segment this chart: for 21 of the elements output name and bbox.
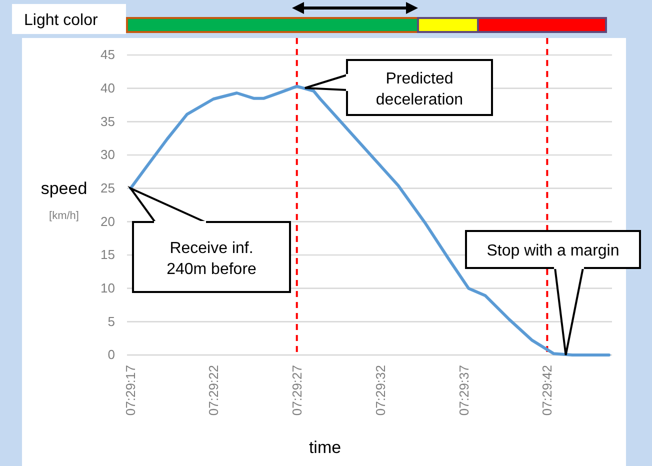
- y-tick-label: 45: [100, 47, 115, 62]
- annotation: Predicted deceleration: [376, 70, 464, 108]
- annotation: Stop with a margin: [486, 242, 620, 260]
- y-tick-label: 0: [108, 347, 115, 362]
- y-tick-label: 35: [100, 114, 115, 129]
- x-tick-label: 07:29:32: [372, 365, 388, 416]
- x-tick-label: 07:29:37: [456, 365, 472, 416]
- y-tick-label: 10: [100, 280, 115, 296]
- x-tick-label: 07:29:22: [206, 365, 221, 416]
- y-tick-label: 20: [100, 214, 115, 229]
- x-tick-label: 07:29:27: [289, 365, 304, 416]
- annotation: Receive inf. 240m before: [166, 240, 257, 278]
- text: Light color: [24, 12, 98, 29]
- x-tick-label: 07:29:17: [123, 365, 138, 416]
- y-tick-label: 25: [100, 180, 115, 196]
- y-tick-label: 40: [100, 80, 115, 96]
- y-tick-label: 30: [100, 147, 115, 162]
- y-tick-label: 5: [108, 314, 115, 329]
- x-axis-title: time: [308, 438, 342, 457]
- y-tick-label: 15: [100, 247, 115, 262]
- x-tick-label: 07:29:42: [540, 365, 555, 416]
